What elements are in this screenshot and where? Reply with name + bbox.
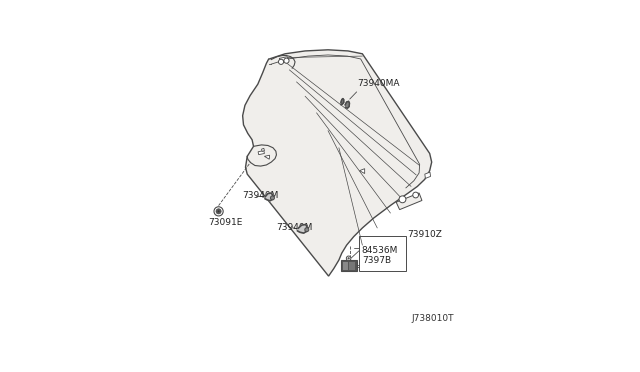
Circle shape	[413, 192, 419, 198]
Text: 73091E: 73091E	[208, 218, 243, 227]
Polygon shape	[298, 225, 307, 233]
Polygon shape	[258, 151, 264, 155]
Polygon shape	[396, 193, 422, 210]
Polygon shape	[279, 57, 289, 61]
Text: J738010T: J738010T	[412, 314, 454, 323]
Polygon shape	[341, 99, 344, 105]
Polygon shape	[360, 169, 365, 173]
Text: 84536M: 84536M	[362, 246, 398, 255]
Text: 73940M: 73940M	[242, 191, 278, 201]
Circle shape	[348, 257, 350, 260]
Circle shape	[284, 58, 289, 63]
Polygon shape	[345, 101, 349, 108]
Text: 73940M: 73940M	[276, 223, 312, 232]
Bar	[343, 262, 348, 270]
Polygon shape	[243, 50, 432, 276]
Text: 7397B: 7397B	[362, 256, 391, 265]
Polygon shape	[265, 193, 273, 201]
Bar	[341, 260, 357, 271]
Polygon shape	[262, 148, 264, 151]
Circle shape	[399, 196, 406, 203]
Circle shape	[214, 207, 223, 216]
Bar	[359, 236, 406, 271]
Polygon shape	[264, 155, 269, 159]
Text: 73940MA: 73940MA	[357, 79, 400, 88]
Bar	[349, 262, 355, 270]
Circle shape	[216, 209, 221, 214]
Circle shape	[271, 196, 275, 200]
Circle shape	[305, 228, 309, 232]
Circle shape	[278, 59, 284, 64]
Circle shape	[218, 211, 220, 212]
Text: 73910Z: 73910Z	[407, 230, 442, 239]
Polygon shape	[425, 172, 431, 179]
Circle shape	[346, 256, 351, 261]
